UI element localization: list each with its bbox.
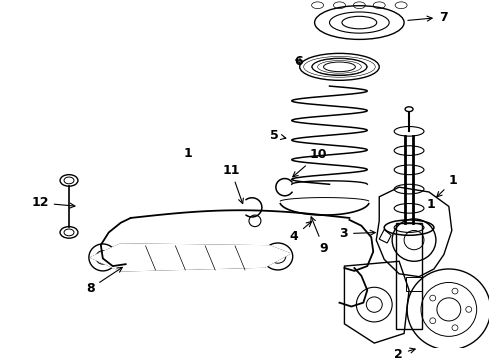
Polygon shape <box>91 244 290 271</box>
Text: 11: 11 <box>222 164 244 204</box>
Text: 12: 12 <box>31 197 75 210</box>
Text: 3: 3 <box>340 227 375 240</box>
Bar <box>396 223 422 329</box>
Text: 1: 1 <box>183 147 192 160</box>
Text: 2: 2 <box>394 347 415 360</box>
Text: 9: 9 <box>311 217 328 255</box>
Text: 1: 1 <box>427 198 436 211</box>
Text: 6: 6 <box>294 55 303 68</box>
Bar <box>406 277 422 291</box>
Text: 5: 5 <box>270 129 286 142</box>
Text: 4: 4 <box>290 221 312 243</box>
Text: 10: 10 <box>293 148 327 177</box>
Text: 7: 7 <box>408 11 448 24</box>
Text: 1: 1 <box>437 174 458 197</box>
Text: 8: 8 <box>86 267 122 295</box>
